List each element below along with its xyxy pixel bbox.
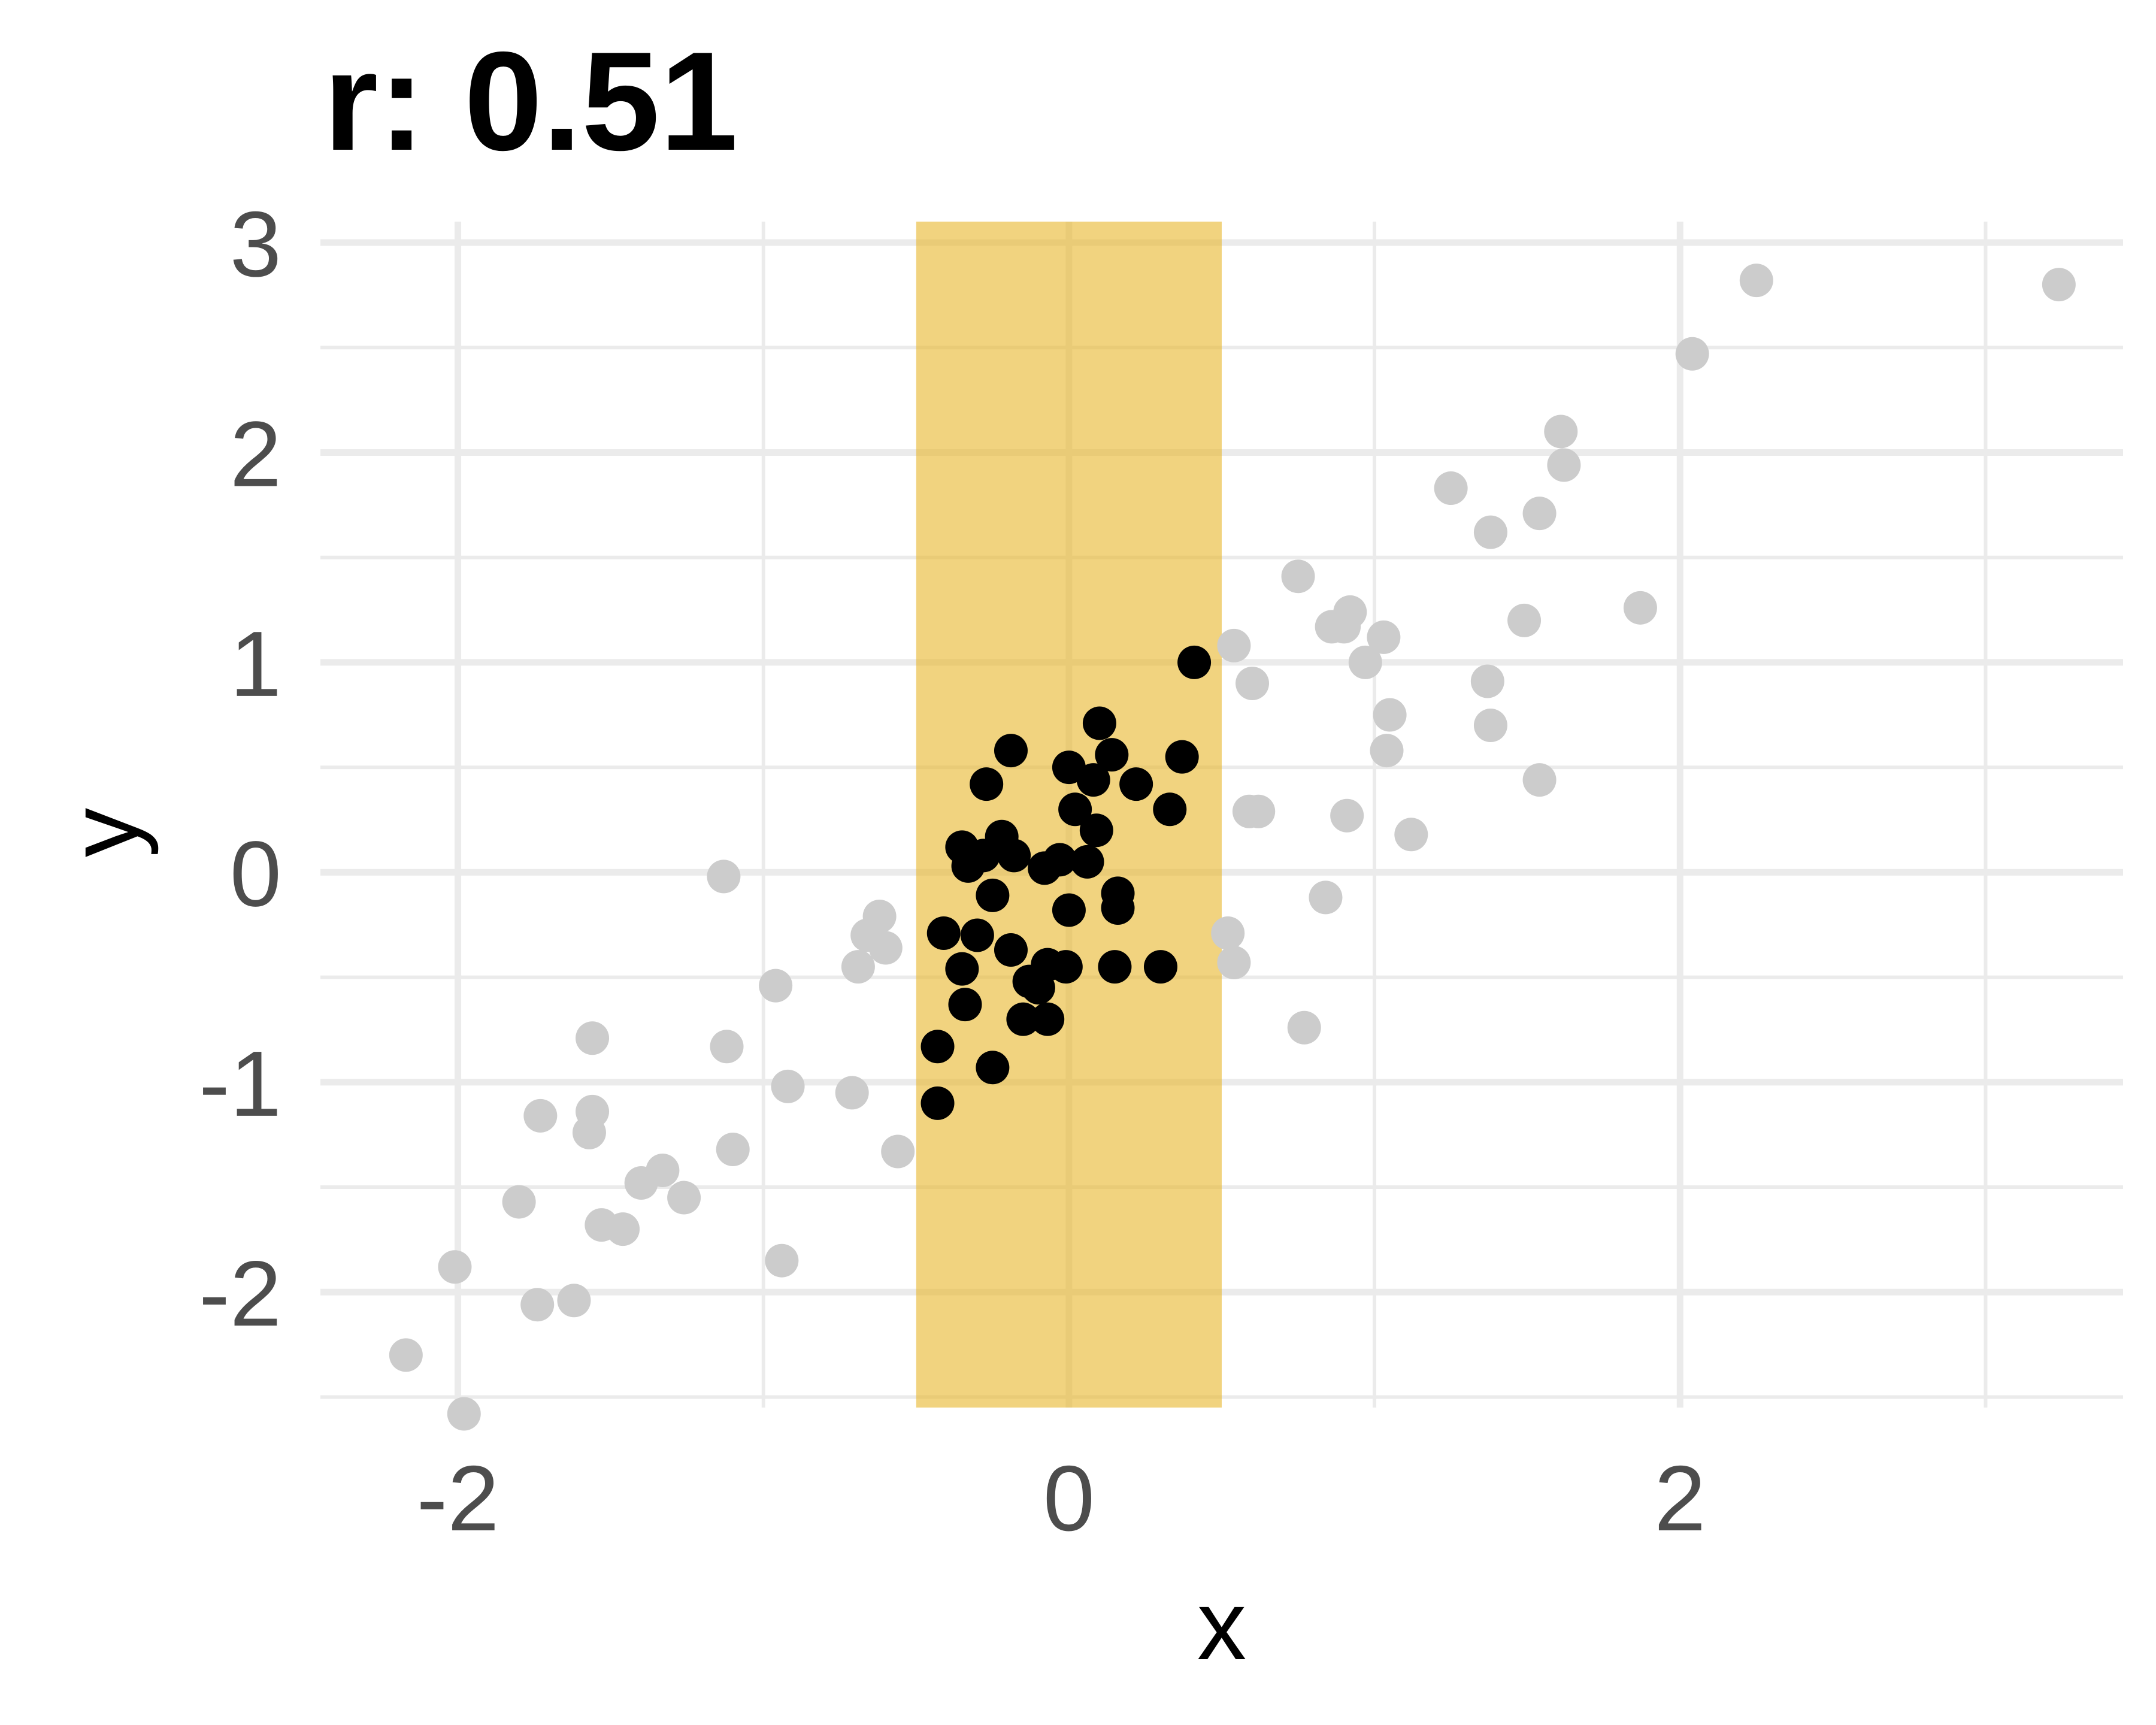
selected-point <box>920 1030 955 1064</box>
y-tick-label: 1 <box>230 612 281 716</box>
other-point <box>1470 664 1504 698</box>
other-point <box>710 1030 744 1064</box>
other-point <box>841 950 875 984</box>
other-point <box>881 1134 915 1169</box>
other-point <box>1241 794 1276 828</box>
other-point <box>835 1076 869 1110</box>
other-point <box>1236 666 1270 700</box>
other-point <box>868 931 903 965</box>
other-point <box>1473 515 1507 549</box>
selected-point <box>1043 843 1077 877</box>
selected-point <box>1098 950 1132 984</box>
selected-points-layer <box>920 645 1212 1120</box>
other-point <box>1394 818 1428 852</box>
selected-point <box>945 952 979 986</box>
other-point <box>707 860 741 894</box>
selected-point <box>960 918 994 952</box>
other-point <box>1309 880 1343 915</box>
selected-point <box>1079 813 1113 848</box>
other-point <box>606 1212 640 1246</box>
selected-point <box>994 933 1028 967</box>
other-point <box>1287 1010 1321 1045</box>
other-point <box>1315 610 1349 644</box>
other-point <box>438 1250 472 1284</box>
other-point <box>1211 916 1245 950</box>
other-point <box>1473 709 1507 743</box>
chart-title: r: 0.51 <box>323 22 738 180</box>
other-point <box>1370 734 1404 768</box>
other-point <box>502 1185 536 1219</box>
other-point <box>667 1181 701 1215</box>
other-point <box>1367 620 1401 654</box>
selected-point <box>1021 971 1055 1005</box>
x-tick-label: 2 <box>1654 1446 1706 1550</box>
selected-point <box>920 1086 955 1120</box>
selected-point <box>976 878 1010 912</box>
selected-point <box>1153 792 1187 827</box>
other-point <box>2042 268 2076 302</box>
other-point <box>520 1288 555 1322</box>
other-point <box>1507 603 1542 637</box>
y-tick-label: 2 <box>230 402 281 506</box>
x-tick-label: 0 <box>1043 1446 1095 1550</box>
other-point <box>765 1243 799 1278</box>
other-point <box>1281 559 1315 594</box>
other-point <box>1217 628 1251 662</box>
selected-point <box>1143 950 1177 984</box>
selected-point <box>1119 767 1153 801</box>
other-point <box>523 1098 558 1133</box>
selected-point <box>1101 891 1135 925</box>
other-point <box>1544 414 1578 449</box>
axis-labels: -2 0 2 3 2 1 0 -1 -2 <box>199 192 1706 1550</box>
other-points-layer <box>389 264 2076 1431</box>
other-point <box>1522 497 1557 531</box>
y-axis-title: y <box>49 807 159 857</box>
selected-point <box>976 1051 1010 1085</box>
selected-point <box>926 916 961 950</box>
selected-point <box>948 988 982 1022</box>
selected-point <box>970 767 1004 801</box>
other-point <box>1522 763 1557 797</box>
other-point <box>624 1166 658 1200</box>
other-point <box>557 1284 591 1318</box>
x-axis-title: x <box>1197 1570 1247 1680</box>
selected-point <box>1076 763 1110 797</box>
selected-point <box>997 839 1031 873</box>
selected-point <box>1031 1002 1065 1036</box>
other-point <box>447 1397 481 1431</box>
other-point <box>759 969 793 1003</box>
y-tick-label: 0 <box>230 822 281 925</box>
selected-point <box>1049 950 1083 984</box>
selected-point <box>951 849 985 883</box>
selected-point <box>1082 706 1116 740</box>
y-tick-label: 3 <box>230 192 281 296</box>
other-point <box>389 1338 423 1372</box>
other-point <box>1547 448 1581 482</box>
other-point <box>771 1069 805 1103</box>
selected-point <box>1006 1002 1040 1036</box>
other-point <box>1348 645 1382 679</box>
other-point <box>1434 471 1468 506</box>
y-tick-label: -2 <box>199 1242 281 1345</box>
other-point <box>716 1132 750 1166</box>
other-point <box>1739 264 1773 298</box>
selected-point <box>1165 740 1199 774</box>
selected-point <box>1177 645 1212 679</box>
selected-point <box>1095 738 1129 772</box>
other-point <box>1330 798 1364 833</box>
y-tick-label: -1 <box>199 1032 281 1136</box>
other-point <box>572 1115 606 1149</box>
other-point <box>1675 337 1709 371</box>
selected-point <box>1058 792 1092 827</box>
other-point <box>1623 591 1657 625</box>
other-point <box>576 1021 610 1055</box>
other-point <box>1217 946 1251 980</box>
x-tick-label: -2 <box>417 1446 499 1550</box>
selected-point <box>994 734 1028 768</box>
selected-point <box>1070 845 1104 879</box>
selected-point <box>1052 893 1086 927</box>
other-point <box>1373 698 1407 732</box>
